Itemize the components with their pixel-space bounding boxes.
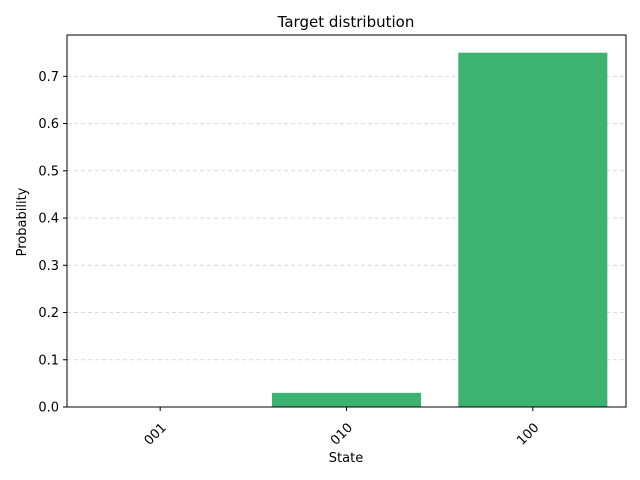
bar-100 bbox=[458, 52, 608, 407]
y-tick-label: 0.1 bbox=[38, 353, 59, 368]
bars-layer bbox=[271, 52, 608, 407]
bar-010 bbox=[271, 392, 422, 407]
y-tick-label: 0.4 bbox=[38, 212, 59, 227]
x-axis-label: State bbox=[329, 451, 363, 466]
y-tick-label: 0.3 bbox=[38, 259, 59, 274]
chart-title: Target distribution bbox=[277, 13, 415, 31]
x-tick-label: 100 bbox=[514, 420, 542, 448]
y-tick-label: 0.5 bbox=[38, 164, 59, 179]
x-tick-label: 010 bbox=[328, 420, 356, 448]
y-tick-label: 0.7 bbox=[38, 70, 59, 85]
ticks-layer: 0.0 0.1 0.2 0.3 0.4 0.5 0.6 0.7 001 010 100 bbox=[38, 70, 542, 449]
y-tick-label: 0.0 bbox=[38, 401, 59, 416]
y-axis-label: Probability bbox=[15, 187, 30, 256]
y-tick-label: 0.2 bbox=[38, 306, 59, 321]
x-tick-label: 001 bbox=[142, 420, 170, 448]
y-tick-label: 0.6 bbox=[38, 117, 59, 132]
